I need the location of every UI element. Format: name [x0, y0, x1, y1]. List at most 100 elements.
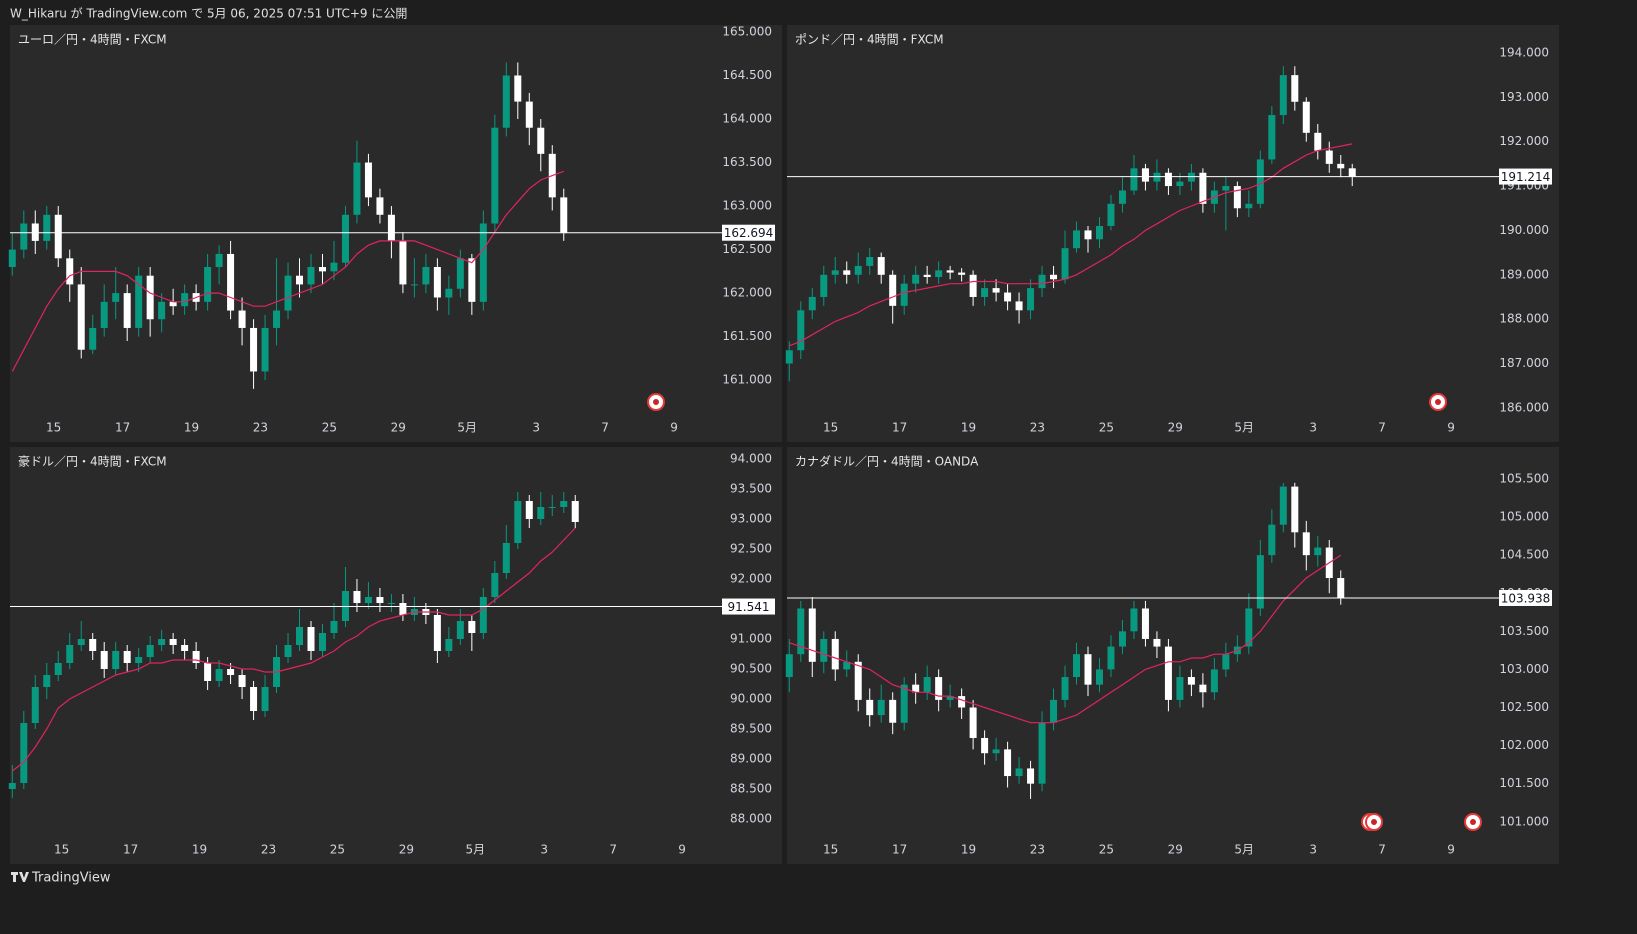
- candle-body: [1004, 292, 1012, 302]
- candle-body: [1050, 699, 1058, 723]
- candle-body: [135, 275, 143, 328]
- candle-body: [831, 638, 839, 670]
- candle-body: [900, 684, 908, 723]
- y-tick-label: 92.000: [730, 572, 772, 586]
- candle-body: [981, 737, 989, 754]
- candle-body: [877, 699, 885, 716]
- candle-body: [330, 262, 338, 272]
- chart-title: カナダドル／円・4時間・OANDA: [795, 454, 979, 469]
- x-tick-label: 9: [1447, 843, 1455, 857]
- candle-body: [1050, 274, 1058, 280]
- candle-body: [456, 621, 464, 639]
- x-tick-label: 5月: [465, 843, 485, 857]
- candle-body: [537, 127, 545, 154]
- candle-body: [54, 214, 62, 259]
- candle-body: [820, 274, 828, 297]
- candle-body: [31, 223, 39, 241]
- y-tick-label: 188.000: [1499, 312, 1549, 326]
- candle-body: [1015, 768, 1023, 777]
- candle-body: [1061, 248, 1069, 280]
- candle-body: [866, 699, 874, 716]
- y-tick-label: 194.000: [1499, 45, 1549, 59]
- candle-body: [525, 101, 533, 128]
- chart-title: ユーロ／円・4時間・FXCM: [18, 33, 167, 47]
- candle-body: [1291, 75, 1299, 102]
- candle-body: [1027, 288, 1035, 311]
- panel-background: [10, 25, 782, 442]
- candle-body: [866, 257, 874, 266]
- candle-body: [181, 645, 189, 651]
- candle-body: [204, 267, 212, 302]
- candle-body: [341, 591, 349, 621]
- candle-body: [1245, 608, 1253, 647]
- y-tick-label: 187.000: [1499, 356, 1549, 370]
- y-tick-label: 91.000: [730, 632, 772, 646]
- x-tick-label: 29: [1168, 421, 1183, 435]
- x-tick-label: 15: [823, 421, 838, 435]
- candle-body: [1027, 768, 1035, 784]
- x-tick-label: 29: [1168, 843, 1183, 857]
- candle-body: [1118, 190, 1126, 204]
- x-tick-label: 17: [892, 421, 907, 435]
- y-tick-label: 103.500: [1499, 624, 1549, 638]
- candle-body: [1337, 578, 1345, 598]
- current-price-box: [722, 224, 775, 241]
- y-tick-label: 92.500: [730, 542, 772, 556]
- candle-body: [43, 214, 51, 241]
- candle-body: [1107, 203, 1115, 226]
- x-tick-label: 7: [601, 421, 609, 435]
- chart-title: ポンド／円・4時間・FXCM: [795, 33, 944, 47]
- y-tick-label: 101.000: [1499, 814, 1549, 828]
- candle-body: [284, 275, 292, 311]
- candle-body: [1302, 532, 1310, 556]
- candle-body: [1199, 684, 1207, 693]
- candle-body: [797, 310, 805, 351]
- candle-body: [1337, 163, 1345, 169]
- y-tick-label: 162.500: [722, 242, 772, 256]
- y-tick-label: 103.000: [1499, 662, 1549, 676]
- candle-body: [66, 258, 74, 285]
- x-tick-label: 25: [1099, 421, 1114, 435]
- y-tick-label: 90.500: [730, 662, 772, 676]
- candle-body: [946, 696, 954, 700]
- chart-panel: ユーロ／円・4時間・FXCM 161.000 161.500 162.000 162.5…: [8, 24, 782, 442]
- x-tick-label: 23: [261, 843, 276, 857]
- candle-body: [1130, 168, 1138, 191]
- candle-body: [820, 638, 828, 662]
- candle-body: [1004, 749, 1012, 777]
- current-price-label: 162.694: [724, 226, 774, 240]
- x-tick-label: 3: [1309, 421, 1317, 435]
- candle-body: [192, 651, 200, 663]
- candle-body: [491, 127, 499, 224]
- candle-body: [1073, 654, 1081, 678]
- candle-body: [1164, 646, 1172, 700]
- candle-body: [353, 591, 361, 603]
- candle-body: [479, 597, 487, 633]
- candle-body: [1084, 230, 1092, 240]
- x-tick-label: 17: [123, 843, 138, 857]
- candle-body: [969, 274, 977, 297]
- candle-body: [227, 669, 235, 675]
- candle-body: [89, 327, 97, 350]
- y-tick-label: 105.500: [1499, 471, 1549, 485]
- y-tick-label: 88.500: [730, 782, 772, 796]
- y-tick-label: 192.000: [1499, 134, 1549, 148]
- candle-body: [1095, 669, 1103, 685]
- footer-brand: TradingView: [31, 871, 111, 886]
- chart-panel: ポンド／円・4時間・FXCM 186.000 187.000 188.000 189.0…: [785, 25, 1559, 442]
- candle-body: [330, 621, 338, 633]
- candle-body: [992, 288, 1000, 293]
- y-tick-label: 104.500: [1499, 548, 1549, 562]
- candle-body: [273, 310, 281, 328]
- candle-body: [433, 615, 441, 651]
- candle-body: [491, 573, 499, 597]
- candle-body: [89, 639, 97, 651]
- x-tick-label: 23: [1030, 421, 1045, 435]
- candle-body: [250, 327, 258, 372]
- candle-body: [1348, 168, 1356, 177]
- event-icon-center: [1435, 399, 1441, 405]
- x-tick-label: 7: [609, 843, 617, 857]
- candle-body: [537, 507, 545, 519]
- y-tick-label: 163.500: [722, 155, 772, 169]
